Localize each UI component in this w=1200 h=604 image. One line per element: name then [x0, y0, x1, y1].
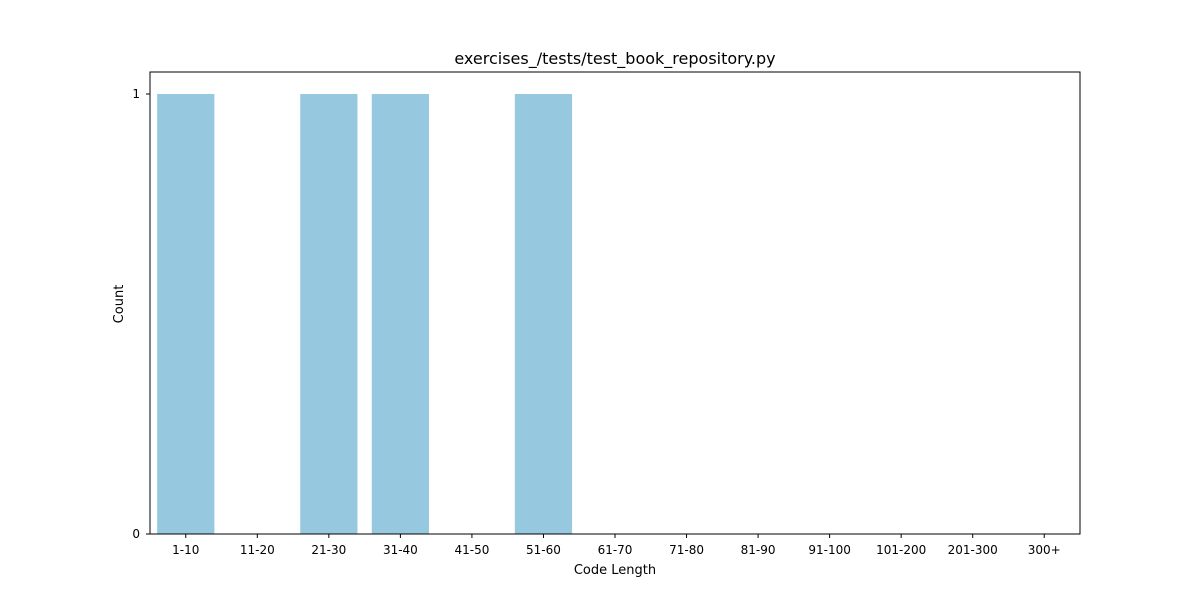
x-tick-label: 41-50: [454, 543, 489, 557]
x-tick-label: 21-30: [311, 543, 346, 557]
y-axis-label: Count: [112, 285, 127, 324]
x-tick-label: 101-200: [876, 543, 926, 557]
x-axis-label: Code Length: [574, 563, 656, 578]
bar-1-10: [157, 94, 215, 534]
ticks-layer: 1-10 11-20 21-30 31-40 41-50 51-60 61-70 71-80 8…: [132, 87, 1060, 557]
x-tick-label: 31-40: [383, 543, 418, 557]
x-tick-label: 11-20: [240, 543, 275, 557]
x-tick-label: 91-100: [808, 543, 851, 557]
bar-51-60: [514, 94, 573, 534]
bars-layer: [157, 94, 573, 534]
y-tick-label: 1: [132, 87, 140, 101]
bar-21-30: [300, 94, 358, 534]
x-tick-label: 51-60: [526, 543, 561, 557]
x-tick-label: 81-90: [741, 543, 776, 557]
x-tick-label: 201-300: [948, 543, 998, 557]
bar-31-40: [371, 94, 429, 534]
y-tick-label: 0: [132, 527, 140, 541]
x-tick-label: 1-10: [172, 543, 199, 557]
chart-title: exercises_/tests/test_book_repository.py: [454, 49, 775, 69]
x-tick-label: 71-80: [669, 543, 704, 557]
x-tick-label: 61-70: [598, 543, 633, 557]
x-tick-label: 300+: [1028, 543, 1061, 557]
plot-frame: [149, 71, 1081, 535]
